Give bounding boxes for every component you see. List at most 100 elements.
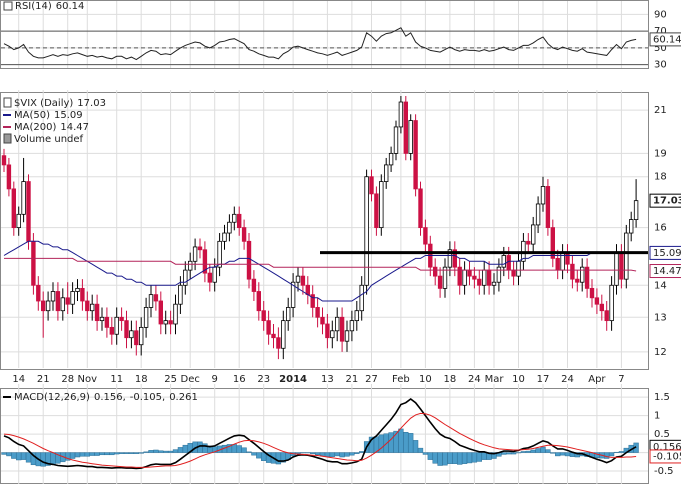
x-tick-label: Feb [392, 374, 410, 385]
histogram-bar [403, 431, 409, 453]
histogram-bar [109, 452, 115, 456]
candle-body [207, 272, 212, 283]
candle-body [555, 257, 560, 271]
candle-body [261, 310, 266, 322]
candle-body [496, 266, 502, 283]
y-tick-label: 30 [654, 60, 667, 71]
legend-text: Volume undef [14, 134, 84, 145]
histogram-bar [476, 452, 482, 462]
candle-body [94, 303, 100, 322]
legend-text: $VIX (Daily) [14, 98, 73, 109]
moving-average [4, 257, 637, 272]
histogram-bar [11, 452, 17, 459]
histogram-bar [231, 444, 237, 453]
candle-body [153, 294, 159, 302]
candle-body [580, 266, 585, 283]
candle-body [241, 227, 247, 242]
legend-text: -0.105, [130, 392, 165, 403]
legend-text: MACD(12,26,9) [14, 392, 90, 403]
candle-body [65, 297, 70, 305]
legend-icon [3, 133, 12, 144]
histogram-bar [354, 452, 360, 454]
candle-body [575, 278, 580, 283]
histogram-bar [398, 428, 404, 453]
candle-body [589, 287, 595, 299]
x-tick-label: 21 [346, 374, 359, 385]
y-tick-label: 12 [654, 347, 667, 358]
candle-body [442, 266, 448, 289]
histogram-bar [40, 452, 46, 467]
candle-body [134, 330, 139, 346]
histogram-bar [501, 452, 507, 455]
y-tick-label: 1 [654, 411, 660, 422]
x-tick-label: 10 [512, 374, 525, 385]
y-tick-label: 19 [654, 148, 667, 159]
legend-text: 0.261 [169, 392, 198, 403]
histogram-bar [246, 451, 252, 453]
y-tick-label: 14 [654, 280, 667, 291]
histogram-bar [79, 452, 86, 457]
histogram-bar [618, 451, 625, 453]
histogram-bar [466, 452, 473, 464]
candle-body [423, 227, 428, 245]
legend-text: MA(200) [14, 122, 56, 133]
candle-body [624, 232, 629, 280]
x-tick-label: Nov [78, 374, 98, 385]
histogram-bar [158, 450, 164, 453]
histogram-bar [417, 447, 424, 453]
histogram-bar [442, 452, 448, 466]
histogram-bar [510, 452, 517, 455]
candle-body [413, 120, 418, 190]
candle-body [104, 316, 110, 328]
candle-body [187, 260, 193, 271]
candle-body [276, 337, 281, 349]
candle-body [80, 287, 85, 302]
candle-body [26, 181, 31, 242]
candle-body [388, 152, 394, 166]
histogram-bar [6, 452, 12, 457]
x-tick-label: 7 [618, 374, 624, 385]
candle-body [290, 281, 296, 308]
histogram-bar [177, 447, 184, 453]
legend-text: MA(50) [14, 110, 50, 121]
candle-body [452, 249, 457, 268]
histogram-bar [422, 452, 429, 455]
histogram-bar [20, 452, 27, 460]
candle-body [526, 240, 531, 245]
candle-body [437, 275, 443, 289]
candle-body [129, 330, 134, 339]
candle-body [531, 224, 536, 245]
x-tick-label: 18 [444, 374, 457, 385]
histogram-bar [148, 450, 154, 453]
value-label: 14.47 [653, 266, 681, 277]
histogram-bar [251, 452, 257, 456]
histogram-bar [69, 452, 76, 459]
histogram-bar [50, 452, 56, 465]
legend-text: 14.47 [60, 122, 89, 133]
candle-body [217, 240, 222, 268]
macd-line [3, 397, 637, 470]
x-tick-label: 9 [212, 374, 218, 385]
histogram-bar [25, 452, 32, 463]
rsi-panel [0, 0, 649, 69]
candle-body [369, 176, 374, 195]
candle-body [138, 326, 144, 346]
x-tick-label: 18 [135, 374, 148, 385]
legend-icon [3, 97, 12, 108]
candle-body [339, 316, 345, 342]
histogram-bar [555, 452, 561, 457]
histogram-bar [314, 452, 321, 456]
candle-body [516, 260, 521, 277]
candle-body [486, 269, 492, 286]
candle-body [418, 188, 423, 229]
candle-body [192, 246, 198, 262]
histogram-bar [99, 452, 105, 456]
candle-body [173, 303, 178, 325]
x-tick-label: 24 [468, 374, 481, 385]
histogram-bar [329, 452, 335, 457]
candle-body [359, 284, 364, 312]
histogram-bar [564, 452, 571, 457]
histogram-bar [432, 452, 438, 464]
candle-body [70, 291, 75, 305]
histogram-bar [461, 452, 468, 464]
